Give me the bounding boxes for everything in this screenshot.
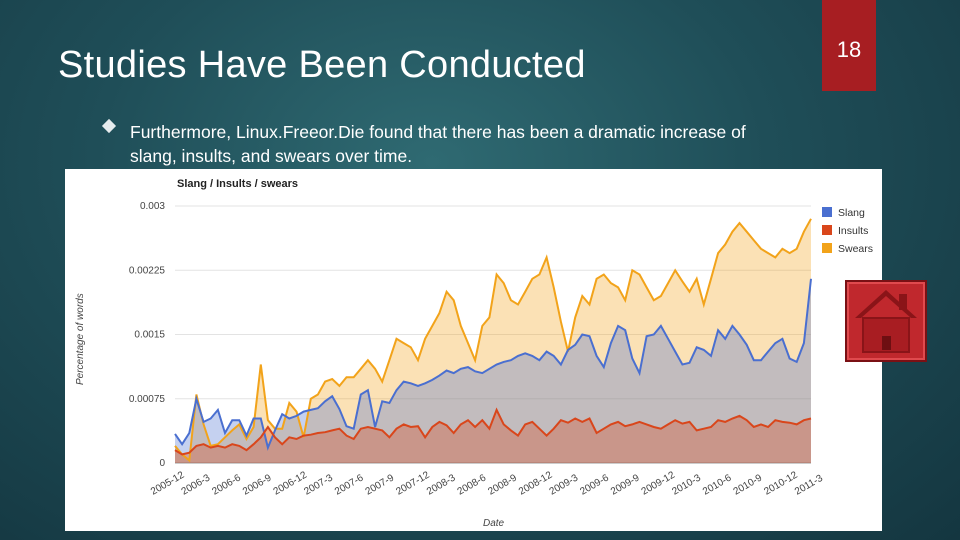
- x-tick-label: 2009-6: [578, 472, 611, 497]
- x-tick-label: 2010-6: [701, 472, 734, 497]
- legend-swatch: [822, 225, 832, 235]
- x-tick-label: 2008-3: [425, 472, 458, 497]
- area-swears: [175, 218, 811, 463]
- x-axis-label: Date: [483, 518, 505, 529]
- x-tick-label: 2009-12: [640, 470, 678, 498]
- y-tick-label: 0.00075: [129, 394, 166, 405]
- x-tick-label: 2008-12: [517, 470, 555, 498]
- x-tick-label: 2010-3: [670, 472, 703, 497]
- x-tick-label: 2006-6: [210, 472, 243, 497]
- y-tick-labels: 0 0.00075 0.0015 0.00225 0.003: [129, 201, 166, 469]
- y-axis-label: Percentage of words: [75, 293, 86, 385]
- x-tick-label: 2007-3: [302, 472, 335, 497]
- x-tick-label: 2008-6: [456, 472, 489, 497]
- x-tick-label: 2007-9: [364, 472, 397, 497]
- page-number-badge: 18: [822, 0, 876, 91]
- x-tick-label: 2010-9: [732, 472, 765, 497]
- chart-title: Slang / Insults / swears: [177, 178, 298, 190]
- x-tick-label: 2009-9: [609, 472, 642, 497]
- area-slang: [175, 278, 811, 463]
- y-tick-label: 0.00225: [129, 265, 166, 276]
- gridlines: [175, 205, 811, 464]
- x-tick-label: 2009-3: [548, 472, 581, 497]
- x-tick-label: 2010-12: [762, 470, 800, 498]
- line-swears: [174, 218, 812, 463]
- series-areas: [175, 218, 811, 463]
- legend: Slang Insults Swears: [822, 207, 873, 255]
- x-tick-label: 2007-12: [394, 470, 432, 498]
- x-tick-label: 2005-12: [149, 470, 187, 498]
- y-tick-label: 0: [159, 458, 165, 469]
- area-chart: Slang / Insults / swears 00.000750.00150…: [75, 178, 873, 529]
- y-tick-label: 0.0015: [134, 330, 165, 341]
- y-tick-label: 0.003: [140, 201, 165, 212]
- home-icon: [855, 290, 917, 353]
- page-number: 18: [836, 36, 862, 62]
- home-button[interactable]: [845, 280, 927, 362]
- x-tick-label: 2006-9: [241, 472, 274, 497]
- x-tick-label: 2006-12: [272, 470, 310, 498]
- bullet-text: Furthermore, Linux.Freeor.Die found that…: [130, 122, 746, 166]
- x-tick-labels: 2005-122006-32006-62006-92006-122007-320…: [149, 470, 825, 498]
- legend-label: Slang: [838, 207, 865, 219]
- legend-label: Insults: [838, 225, 868, 237]
- slide-title: Studies Have Been Conducted: [58, 44, 586, 86]
- diamond-bullet-icon: [101, 118, 117, 134]
- x-tick-label: 2007-6: [333, 472, 366, 497]
- x-tick-label: 2008-9: [486, 472, 519, 497]
- legend-swatch: [822, 207, 832, 217]
- series-lines: [174, 218, 812, 463]
- legend-label: Swears: [838, 243, 873, 255]
- line-slang: [174, 278, 812, 451]
- area-insults: [175, 409, 811, 463]
- line-insults: [174, 407, 812, 456]
- legend-swatch: [822, 243, 832, 253]
- x-tick-label: 2006-3: [180, 472, 213, 497]
- chart-panel: Slang / Insults / swears 0 0.00075 0.0015 0…: [65, 169, 882, 531]
